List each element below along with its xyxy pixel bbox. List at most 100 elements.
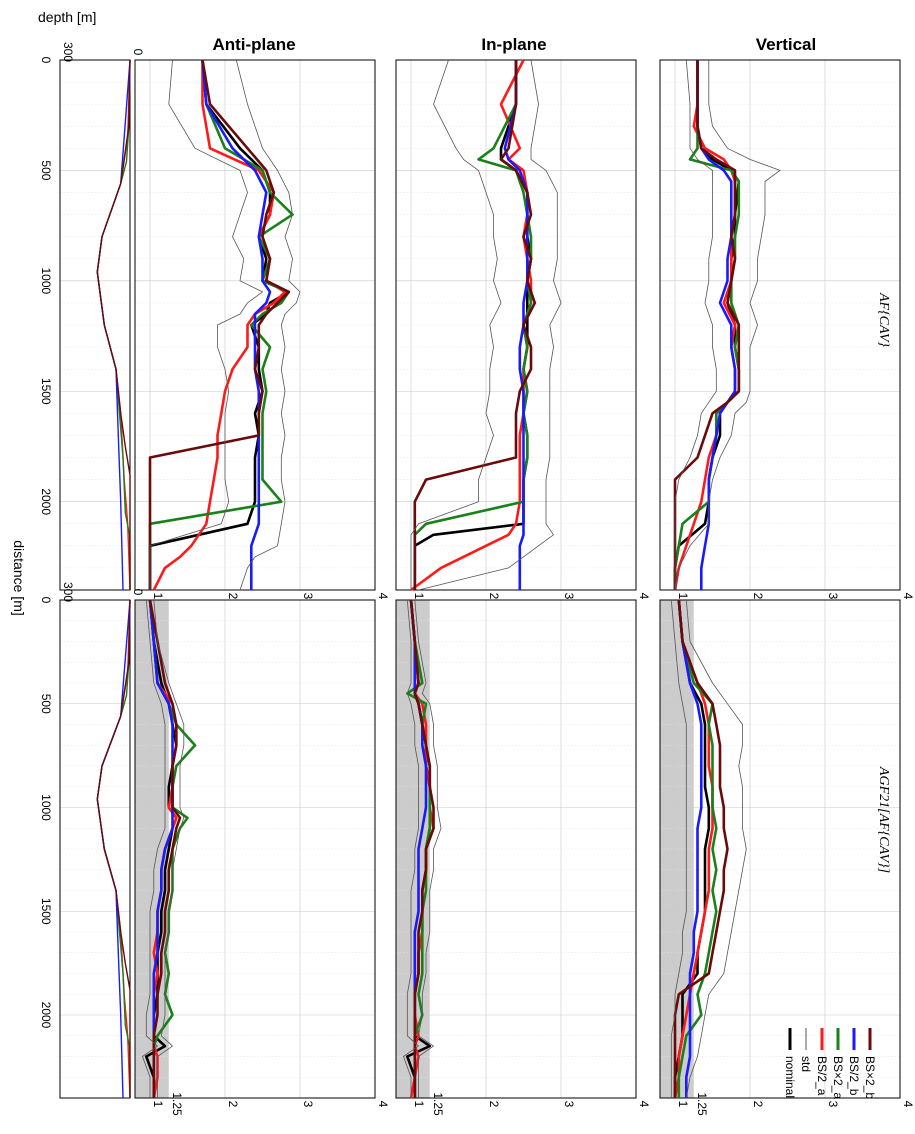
panel-frame <box>659 599 901 1099</box>
panel-frame <box>659 59 901 591</box>
value-tick-label: 2 <box>226 593 240 600</box>
value-tick-label: 2 <box>751 593 765 600</box>
depth-tick-label: 0 <box>131 49 145 56</box>
panel-title-anti-plane: Anti-plane <box>212 35 295 54</box>
value-tick-label: 3 <box>562 1101 576 1108</box>
series-line-bs-2-b <box>673 60 741 590</box>
distance-tick-label: 500 <box>39 694 53 714</box>
series-line-std <box>674 59 717 590</box>
series-line-std <box>235 59 301 591</box>
panel-title-in-plane: In-plane <box>481 35 546 54</box>
series-line-std <box>414 599 442 1098</box>
panel-title-vertical: Vertical <box>756 35 817 54</box>
series-line-bs-2-b <box>673 599 729 1098</box>
panel-frame <box>59 599 131 1099</box>
value-tick-label: 4 <box>637 1101 651 1108</box>
series-line-bs-2-b <box>201 59 272 590</box>
value-tick-label: 3 <box>562 593 576 600</box>
series-line-bs-2-b <box>96 599 131 1098</box>
depth-tick-label: 0 <box>131 589 145 596</box>
value-tick-label: 2 <box>751 1101 765 1108</box>
value-tick-label: 1 <box>412 1101 426 1108</box>
series-line-bs-2-b <box>696 60 737 590</box>
value-tick-label: 4 <box>376 1101 390 1108</box>
series-line-bs-2-b <box>409 599 435 1098</box>
series-line-std <box>153 599 185 1098</box>
value-tick-label: 1.25 <box>431 1092 445 1116</box>
value-tick-label: 1 <box>151 1101 165 1108</box>
series-line-bs-2-b <box>413 60 537 590</box>
series-line-std <box>674 60 781 591</box>
series-line-bs-2-a <box>673 60 737 591</box>
panel-3: 1 2 3 4 <box>659 59 915 600</box>
value-tick-label: 1 <box>676 1101 690 1108</box>
panel-frame <box>59 59 131 591</box>
legend-label: std <box>799 1056 813 1072</box>
distance-tick-label: 1000 <box>39 794 53 821</box>
legend-label: BS×2_a <box>831 1056 845 1099</box>
panel-1: 1 2 3 4 <box>134 59 390 600</box>
value-tick-label: 2 <box>226 1101 240 1108</box>
value-tick-label: 1 <box>412 593 426 600</box>
series-line-std <box>149 59 263 590</box>
series-line-std <box>685 599 747 1099</box>
panel-frame <box>134 59 376 591</box>
col1-note: AF{CAV} <box>876 292 891 347</box>
series-line-bs-2-b <box>503 60 529 590</box>
value-tick-label: 1 <box>151 593 165 600</box>
value-tick-label: 4 <box>637 593 651 600</box>
series-line-std <box>403 599 419 1098</box>
legend-label: nominal <box>783 1056 797 1098</box>
distance-axis-label: distance [m] <box>11 540 27 615</box>
distance-tick-label: 500 <box>39 160 53 180</box>
value-tick-label: 3 <box>826 1101 840 1108</box>
value-tick-label: 2 <box>487 593 501 600</box>
series-line-bs-2-a <box>677 599 718 1098</box>
value-tick-label: 4 <box>901 1101 915 1108</box>
panel-6: 1 1.25 2 3 4 <box>395 599 651 1116</box>
distance-tick-label: 2000 <box>39 488 53 515</box>
value-tick-label: 4 <box>376 593 390 600</box>
panel-frame <box>395 599 637 1099</box>
depth-axis-label: depth [m] <box>38 9 96 25</box>
depth-tick-label: 300 <box>61 582 75 602</box>
panel-5: 1 1.25 2 3 4 <box>134 599 390 1116</box>
series-line-std <box>418 59 562 591</box>
distance-tick-label: 0 <box>39 597 53 604</box>
panel-4: 0 300 <box>59 582 145 1099</box>
distance-tick-label: 0 <box>39 57 53 64</box>
value-tick-label: 2 <box>487 1101 501 1108</box>
series-line-std <box>142 599 166 1098</box>
value-tick-label: 1.25 <box>170 1092 184 1116</box>
distance-tick-label: 1000 <box>39 267 53 294</box>
value-tick-label: 3 <box>301 1101 315 1108</box>
series-line-bs-2-b <box>677 599 703 1098</box>
value-tick-label: 1 <box>676 593 690 600</box>
panel-2: 1 2 3 4 <box>395 59 651 600</box>
value-tick-label: 4 <box>901 593 915 600</box>
series-line-nominal <box>673 599 711 1098</box>
col2-note: AGF21[AF{CAV}] <box>876 766 891 873</box>
series-line-bs-2-b <box>148 599 182 1098</box>
series-line-std <box>670 599 687 1098</box>
value-tick-label: 1.25 <box>695 1092 709 1116</box>
depth-tick-label: 300 <box>61 42 75 62</box>
legend-label: BS/2_a <box>815 1056 829 1096</box>
series-line-bs-2-a <box>673 599 714 1099</box>
value-tick-label: 3 <box>826 593 840 600</box>
series-line-bs-2-b <box>148 59 291 590</box>
series-line-bs-2-b <box>96 59 131 590</box>
series-line-std <box>410 59 502 590</box>
panel-frame <box>134 599 376 1099</box>
distance-tick-label: 1500 <box>39 898 53 925</box>
distance-tick-label: 2000 <box>39 1002 53 1029</box>
panel-7: 1 1.25 2 3 4 <box>659 599 915 1116</box>
value-tick-label: 3 <box>301 593 315 600</box>
distance-tick-label: 1500 <box>39 378 53 405</box>
legend-label: BS×2_b <box>863 1056 877 1099</box>
panel-0: 0 300 <box>59 42 145 591</box>
legend-label: BS/2_b <box>847 1056 861 1096</box>
legend: nominal std BS/2_a BS×2_a BS/2_b BS×2_b <box>783 1028 877 1099</box>
